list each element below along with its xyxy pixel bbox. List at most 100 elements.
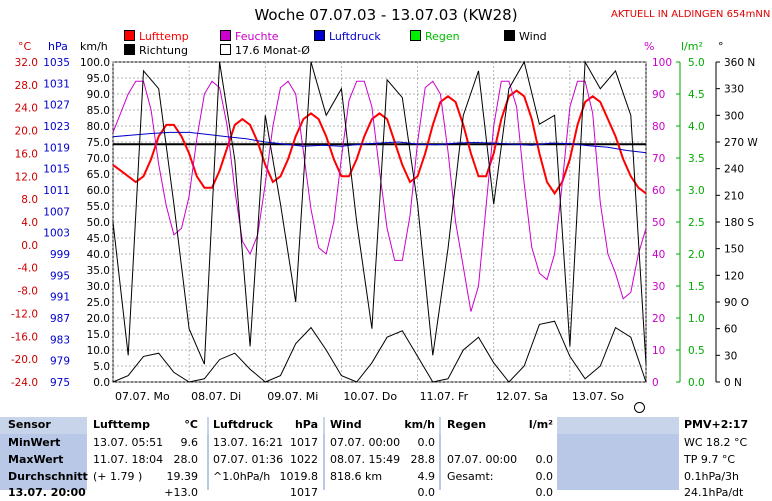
legend-regen: Regen xyxy=(410,30,460,43)
pmv-row: 24.1hPa/dt xyxy=(684,486,744,499)
humidity-tick-label: 100 xyxy=(652,57,672,69)
wind-unit-label: km/h xyxy=(80,40,108,53)
direction-tick-label: 180 S xyxy=(724,217,754,229)
sensor-header: Sensor xyxy=(8,418,51,431)
legend-lufttemp-swatch xyxy=(124,30,135,41)
wind-tick-label: 75.0 xyxy=(87,137,110,149)
wind-tick-label: 50.0 xyxy=(87,217,110,229)
wind-row-value: 0.0 xyxy=(417,436,436,449)
direction-tick-label: 60 xyxy=(724,324,737,336)
legend-richtung: Richtung xyxy=(124,44,188,57)
pressure-tick-label: 987 xyxy=(50,313,70,325)
x-tick-label: 09.07. Mi xyxy=(267,390,318,403)
legend-luftdruck-swatch xyxy=(314,30,325,41)
pressure-tick-label: 975 xyxy=(50,377,70,389)
temp-tick-label: 8.0 xyxy=(21,194,38,206)
legend-luftdruck-label: Luftdruck xyxy=(329,30,381,43)
humidity-tick-label: 90 xyxy=(652,89,665,101)
stats-col-regen xyxy=(441,417,557,490)
direction-tick-label: 30 xyxy=(724,350,737,362)
humidity-unit-label: % xyxy=(644,40,655,53)
direction-tick-label: 330 xyxy=(724,84,744,96)
direction-unit-label: ° xyxy=(718,40,724,53)
lufttemp-row-time: 13.07. 05:51 xyxy=(93,436,164,449)
wind-tick-label: 100.0 xyxy=(80,57,110,69)
temp-tick-label: -16.0 xyxy=(11,331,38,343)
lufttemp-row-value: 19.39 xyxy=(166,470,199,483)
humidity-tick-label: 70 xyxy=(652,153,665,165)
sensor-row-label: 13.07. 20:00 xyxy=(8,486,86,499)
lufttemp-row-value: 28.0 xyxy=(173,453,199,466)
pmv-row: WC 18.2 °C xyxy=(684,436,748,449)
rain-tick-label: 1.0 xyxy=(688,313,705,325)
wind-row-value: 0.0 xyxy=(417,486,436,499)
luftdruck-row-time: 13.07. 16:21 xyxy=(213,436,284,449)
wind-tick-label: 45.0 xyxy=(87,233,110,245)
x-tick-label: 13.07. So xyxy=(572,390,624,403)
luftdruck-row-value: 1017 xyxy=(290,436,318,449)
rain-tick-label: 2.0 xyxy=(688,249,705,261)
regen-unit: l/m² xyxy=(528,418,553,431)
legend-wind-label: Wind xyxy=(519,30,547,43)
stats-col-luftdruck xyxy=(209,417,323,490)
direction-tick-label: 0 N xyxy=(724,377,742,389)
regen-row-time: Gesamt: xyxy=(447,470,494,483)
pressure-tick-label: 991 xyxy=(50,292,70,304)
scroll-handle-icon[interactable] xyxy=(634,402,645,413)
wind-tick-label: 35.0 xyxy=(87,265,110,277)
legend-wind-swatch xyxy=(504,30,515,41)
pressure-tick-label: 1023 xyxy=(43,121,70,133)
lufttemp-row-time: (+ 1.79 ) xyxy=(93,470,143,483)
wind-tick-label: 60.0 xyxy=(87,185,110,197)
pressure-tick-label: 1007 xyxy=(43,206,70,218)
stats-col-pmv xyxy=(679,417,772,490)
humidity-tick-label: 20 xyxy=(652,313,665,325)
temp-tick-label: -4.0 xyxy=(18,263,39,275)
x-tick-label: 07.07. Mo xyxy=(115,390,170,403)
rain-tick-label: 4.0 xyxy=(688,121,705,133)
legend-richtung-swatch xyxy=(124,44,135,55)
wind-tick-label: 85.0 xyxy=(87,105,110,117)
rain-tick-label: 0.0 xyxy=(688,377,705,389)
wind-tick-label: 65.0 xyxy=(87,169,110,181)
legend-lufttemp-label: Lufttemp xyxy=(139,30,189,43)
wind-tick-label: 70.0 xyxy=(87,153,110,165)
pmv-row: TP 9.7 °C xyxy=(684,453,736,466)
direction-tick-label: 150 xyxy=(724,244,744,256)
lufttemp-row-time: 11.07. 18:04 xyxy=(93,453,164,466)
luftdruck-row-time: 07.07. 01:36 xyxy=(213,453,284,466)
stats-col-lufttemp xyxy=(87,417,207,490)
temp-tick-label: -20.0 xyxy=(11,354,38,366)
wind-tick-label: 30.0 xyxy=(87,281,110,293)
lufttemp-row-value: 9.6 xyxy=(180,436,199,449)
pressure-tick-label: 1011 xyxy=(43,185,70,197)
wind-tick-label: 5.0 xyxy=(93,361,110,373)
luftdruck-row-value: 1022 xyxy=(290,453,318,466)
wind-tick-label: 95.0 xyxy=(87,73,110,85)
regen-row-time: 07.07. 00:00 xyxy=(447,453,518,466)
luftdruck-row-time: ^1.0hPa/h xyxy=(213,470,271,483)
regen-row-value: 0.0 xyxy=(535,486,554,499)
x-tick-label: 08.07. Di xyxy=(191,390,241,403)
wind-tick-label: 55.0 xyxy=(87,201,110,213)
humidity-tick-label: 30 xyxy=(652,281,665,293)
x-tick-label: 11.07. Fr xyxy=(420,390,469,403)
series-line-wind xyxy=(112,320,647,383)
direction-tick-label: 210 xyxy=(724,190,744,202)
wind-tick-label: 40.0 xyxy=(87,249,110,261)
pmv-header: PMV+2:17 xyxy=(684,418,749,431)
rain-tick-label: 0.5 xyxy=(688,345,705,357)
pressure-tick-label: 1035 xyxy=(43,57,70,69)
legend-richtung-label: Richtung xyxy=(139,44,188,57)
direction-tick-label: 240 xyxy=(724,164,744,176)
temp-tick-label: -8.0 xyxy=(18,286,39,298)
legend-feuchte-label: Feuchte xyxy=(235,30,279,43)
pressure-tick-label: 1019 xyxy=(43,142,70,154)
legend-monatsmittel-swatch xyxy=(220,44,231,55)
temp-tick-label: 32.0 xyxy=(15,57,38,69)
temp-tick-label: 12.0 xyxy=(15,171,38,183)
temp-tick-label: -12.0 xyxy=(11,308,38,320)
live-station-link[interactable]: AKTUELL IN ALDINGEN 654mNN xyxy=(611,9,771,20)
regen-header: Regen xyxy=(447,418,487,431)
x-tick-label: 12.07. Sa xyxy=(496,390,548,403)
